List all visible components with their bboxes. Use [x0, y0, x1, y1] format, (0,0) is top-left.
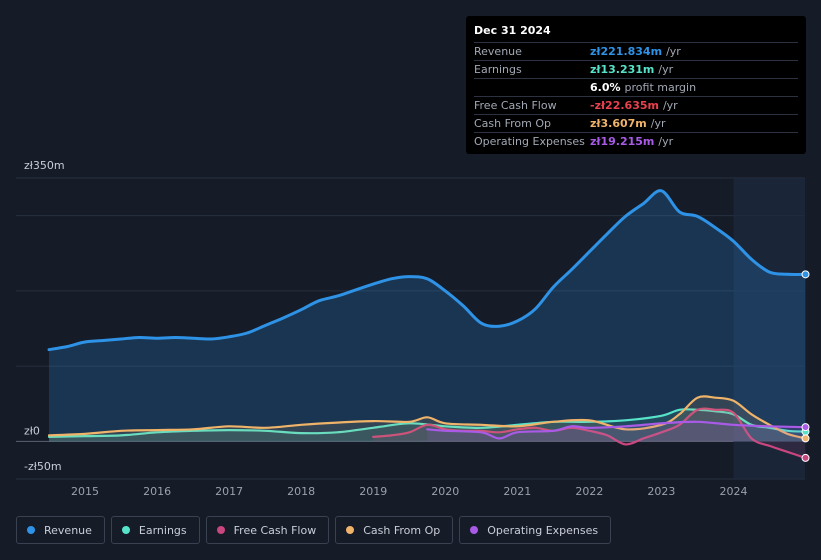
legend-item-free-cash-flow[interactable]: Free Cash Flow	[205, 516, 330, 544]
x-tick-label: 2015	[71, 485, 99, 498]
series-area-cash-from-op	[49, 396, 806, 442]
legend-item-cash-from-op[interactable]: Cash From Op	[335, 516, 454, 544]
x-tick-label: 2017	[215, 485, 243, 498]
legend-dot-icon	[346, 526, 355, 534]
series-line-cash-from-op	[47, 395, 807, 440]
tooltip-row-unit: profit margin	[624, 81, 697, 94]
tooltip-row: Free Cash Flow -zł22.635m/yr	[474, 97, 798, 115]
tooltip-row: Cash From Op zł3.607m/yr	[474, 115, 798, 133]
data-tooltip: Dec 31 2024 Revenue zł221.834m/yr Earnings…	[466, 16, 806, 154]
x-tick-label: 2023	[647, 485, 675, 498]
tooltip-row-value: zł19.215m	[590, 135, 655, 148]
x-tick-label: 2024	[719, 485, 747, 498]
tooltip-row-value: zł3.607m	[590, 117, 647, 130]
tooltip-row-unit: /yr	[650, 117, 666, 130]
grid-lines	[16, 177, 805, 480]
tooltip-row-unit: /yr	[658, 63, 674, 76]
tooltip-row-label: Operating Expenses	[474, 135, 585, 148]
y-axis: zł350m zł0 -zł50m	[24, 159, 65, 473]
tooltip-row-unit: /yr	[658, 135, 674, 148]
tooltip-date: Dec 31 2024	[474, 24, 798, 43]
series-end-marker-operating-expenses	[801, 423, 810, 432]
tooltip-row: Revenue zł221.834m/yr	[474, 43, 798, 61]
tooltip-row-value: 6.0%	[590, 81, 621, 94]
legend-label: Earnings	[138, 523, 187, 537]
y-tick-label: -zł50m	[24, 460, 62, 473]
series-area-operating-expenses	[427, 421, 806, 442]
y-tick-label: zł0	[24, 424, 40, 437]
legend-label: Free Cash Flow	[233, 523, 317, 537]
legend-item-earnings[interactable]: Earnings	[110, 516, 200, 544]
legend-label: Cash From Op	[363, 523, 441, 537]
legend-dot-icon	[121, 526, 130, 534]
x-tick-label: 2020	[431, 485, 459, 498]
tooltip-row-value: zł221.834m	[590, 45, 663, 58]
end-markers	[801, 270, 810, 462]
legend-item-revenue[interactable]: Revenue	[16, 516, 105, 544]
x-axis: 2015 2016 2017 2018 2019 2020 2021 2022 2023 2024	[71, 485, 747, 498]
series-line-revenue	[47, 189, 807, 352]
legend-item-operating-expenses[interactable]: Operating Expenses	[459, 516, 612, 544]
tooltip-row-label: Earnings	[474, 63, 522, 76]
series-end-marker-free-cash-flow	[801, 453, 810, 462]
x-tick-label: 2018	[287, 485, 315, 498]
series-end-marker-revenue	[801, 270, 810, 279]
tooltip-row-value: zł13.231m	[590, 63, 655, 76]
tooltip-row-label: Revenue	[474, 45, 522, 58]
y-tick-label: zł350m	[24, 159, 65, 172]
tooltip-row-value: -zł22.635m	[590, 99, 659, 112]
tooltip-row: 6.0% profit margin	[474, 79, 798, 97]
series-line-operating-expenses	[426, 420, 807, 440]
legend-label: Revenue	[44, 523, 92, 537]
legend-dot-icon	[27, 526, 35, 534]
x-tick-label: 2016	[143, 485, 171, 498]
tooltip-row: Operating Expenses zł19.215m/yr	[474, 133, 798, 150]
tooltip-row-label: Free Cash Flow	[474, 99, 557, 112]
tooltip-row-unit: /yr	[662, 99, 678, 112]
legend-dot-icon	[216, 526, 225, 534]
x-tick-label: 2022	[575, 485, 603, 498]
legend-dot-icon	[470, 526, 479, 534]
series-line-free-cash-flow	[372, 407, 807, 459]
legend-label: Operating Expenses	[487, 523, 599, 537]
tooltip-rows: Revenue zł221.834m/yr Earnings zł13.231m/yr…	[474, 43, 798, 150]
tooltip-row-label: Cash From Op	[474, 117, 552, 130]
series-area-revenue	[49, 190, 806, 442]
series-end-marker-cash-from-op	[801, 434, 810, 443]
x-tick-label: 2021	[503, 485, 531, 498]
tooltip-row: Earnings zł13.231m/yr	[474, 61, 798, 79]
tooltip-row-unit: /yr	[666, 45, 681, 58]
x-tick-label: 2019	[359, 485, 387, 498]
series-layer	[47, 189, 807, 459]
legend: Revenue Earnings Free Cash Flow Cash From O…	[16, 516, 612, 544]
